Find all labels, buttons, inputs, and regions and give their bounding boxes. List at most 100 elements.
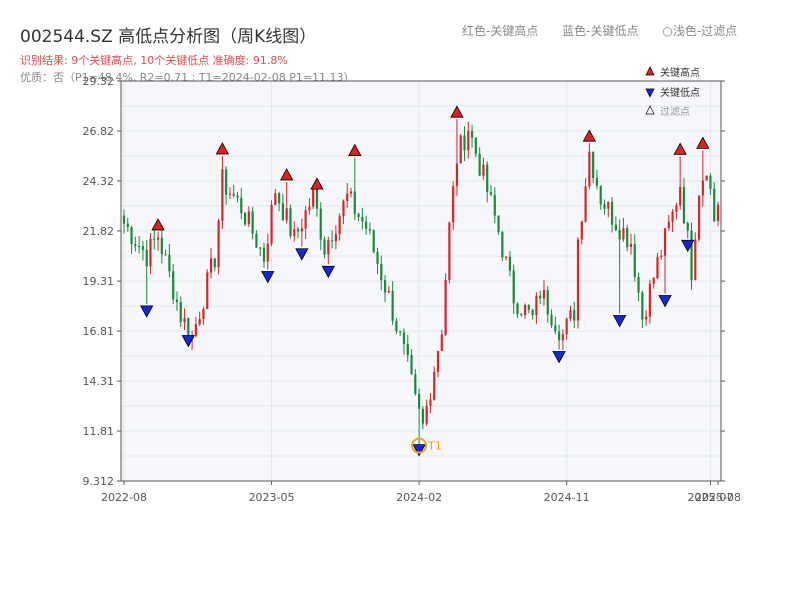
t1-marker	[411, 437, 428, 454]
result-summary: 识别结果: 9个关键高点, 10个关键低点 准确度: 91.8%	[20, 54, 288, 67]
candle-body	[603, 204, 606, 209]
candle-body	[153, 238, 156, 240]
candle-body	[183, 318, 186, 323]
candle-body	[569, 310, 572, 319]
candle-body	[164, 254, 167, 256]
candle-body	[255, 233, 258, 248]
candle-body	[399, 331, 402, 333]
key-high-marker	[215, 142, 230, 155]
x-tick-label: 2024-11	[544, 491, 590, 504]
candle-body	[357, 213, 360, 217]
candle-body	[701, 180, 704, 196]
candle-body	[512, 270, 515, 304]
candle-body	[675, 205, 678, 212]
candle-body	[459, 135, 462, 164]
candle-body	[561, 334, 564, 341]
key-high-marker	[280, 168, 294, 181]
color-legend: 红色-关键高点 蓝色-关键低点 ○浅色-过滤点	[462, 22, 737, 39]
candle-body	[614, 224, 617, 231]
candle-body	[334, 234, 337, 242]
candle-body	[209, 258, 213, 273]
candle-body	[217, 220, 220, 268]
candle-body	[501, 232, 504, 258]
y-tick-label: 26.82	[83, 125, 115, 138]
candle-body	[406, 343, 409, 356]
candle-body	[338, 216, 341, 235]
candle-body	[452, 186, 455, 223]
candle-body	[391, 290, 394, 321]
candle-body	[395, 320, 398, 332]
candle-body	[713, 188, 716, 221]
candle-body	[270, 204, 273, 244]
candle-body	[410, 355, 413, 375]
candle-body	[266, 243, 269, 262]
key-low-marker	[181, 335, 195, 348]
y-tick-label: 9.312	[83, 475, 115, 488]
candle-body	[315, 188, 319, 209]
candle-body	[546, 290, 549, 315]
candle-body	[259, 247, 262, 249]
candle-body	[660, 255, 663, 258]
key-low-marker	[140, 305, 154, 318]
candle-body	[433, 371, 436, 400]
candle-body	[361, 216, 364, 222]
candle-body	[247, 211, 250, 225]
candle-body	[652, 278, 655, 284]
candle-body	[278, 193, 281, 204]
candle-body	[505, 256, 508, 258]
t1-label: T1	[427, 440, 442, 453]
candle-body	[312, 188, 315, 207]
candle-body	[304, 210, 307, 229]
candle-body	[134, 243, 137, 246]
x-tick-label: 2024-02	[396, 491, 442, 504]
candle-body	[330, 240, 334, 242]
candle-body	[576, 239, 580, 321]
candle-body	[262, 247, 266, 262]
candle-body	[637, 276, 640, 293]
candle-body	[527, 305, 530, 310]
candle-body	[387, 290, 390, 293]
candle-body	[629, 243, 633, 248]
candle-body	[607, 201, 610, 209]
markers: T1	[140, 105, 710, 457]
candle-body	[232, 193, 235, 196]
candle-body	[122, 215, 126, 224]
candle-body	[323, 239, 326, 255]
candle-body	[682, 187, 686, 224]
candle-body	[149, 238, 152, 267]
legend-filtered-icon	[645, 105, 655, 115]
candle-body	[557, 331, 561, 341]
candle-body	[349, 191, 353, 194]
candle-body	[353, 191, 356, 214]
candle-body	[535, 295, 538, 316]
candle-body	[296, 229, 300, 232]
candle-body	[448, 222, 451, 281]
candle-body	[705, 175, 708, 181]
candle-body	[213, 258, 216, 268]
key-low-marker	[295, 248, 309, 261]
candle-body	[300, 228, 303, 232]
legend-high-icon	[645, 66, 655, 76]
key-low-marker	[552, 351, 566, 364]
legend-blue-text: 蓝色-关键低点	[562, 24, 639, 38]
key-low-marker	[412, 444, 426, 457]
candle-body	[588, 151, 591, 187]
y-tick-label: 21.82	[83, 225, 115, 238]
candle-body	[372, 230, 375, 252]
legend-light-text: ○浅色-过滤点	[662, 24, 738, 38]
candle-body	[686, 223, 689, 231]
candle-body	[599, 185, 602, 205]
key-high-marker	[310, 177, 324, 190]
candle-body	[595, 178, 599, 186]
candle-body	[414, 374, 417, 394]
candle-body	[251, 211, 254, 234]
candle-body	[156, 237, 160, 240]
candle-body	[697, 195, 701, 240]
candle-body	[130, 227, 133, 244]
candle-body	[679, 187, 682, 206]
candle-body	[376, 251, 379, 264]
candle-body	[463, 135, 466, 151]
candle-body	[523, 305, 527, 316]
y-tick-label: 14.31	[83, 375, 115, 388]
candle-body	[365, 221, 368, 229]
